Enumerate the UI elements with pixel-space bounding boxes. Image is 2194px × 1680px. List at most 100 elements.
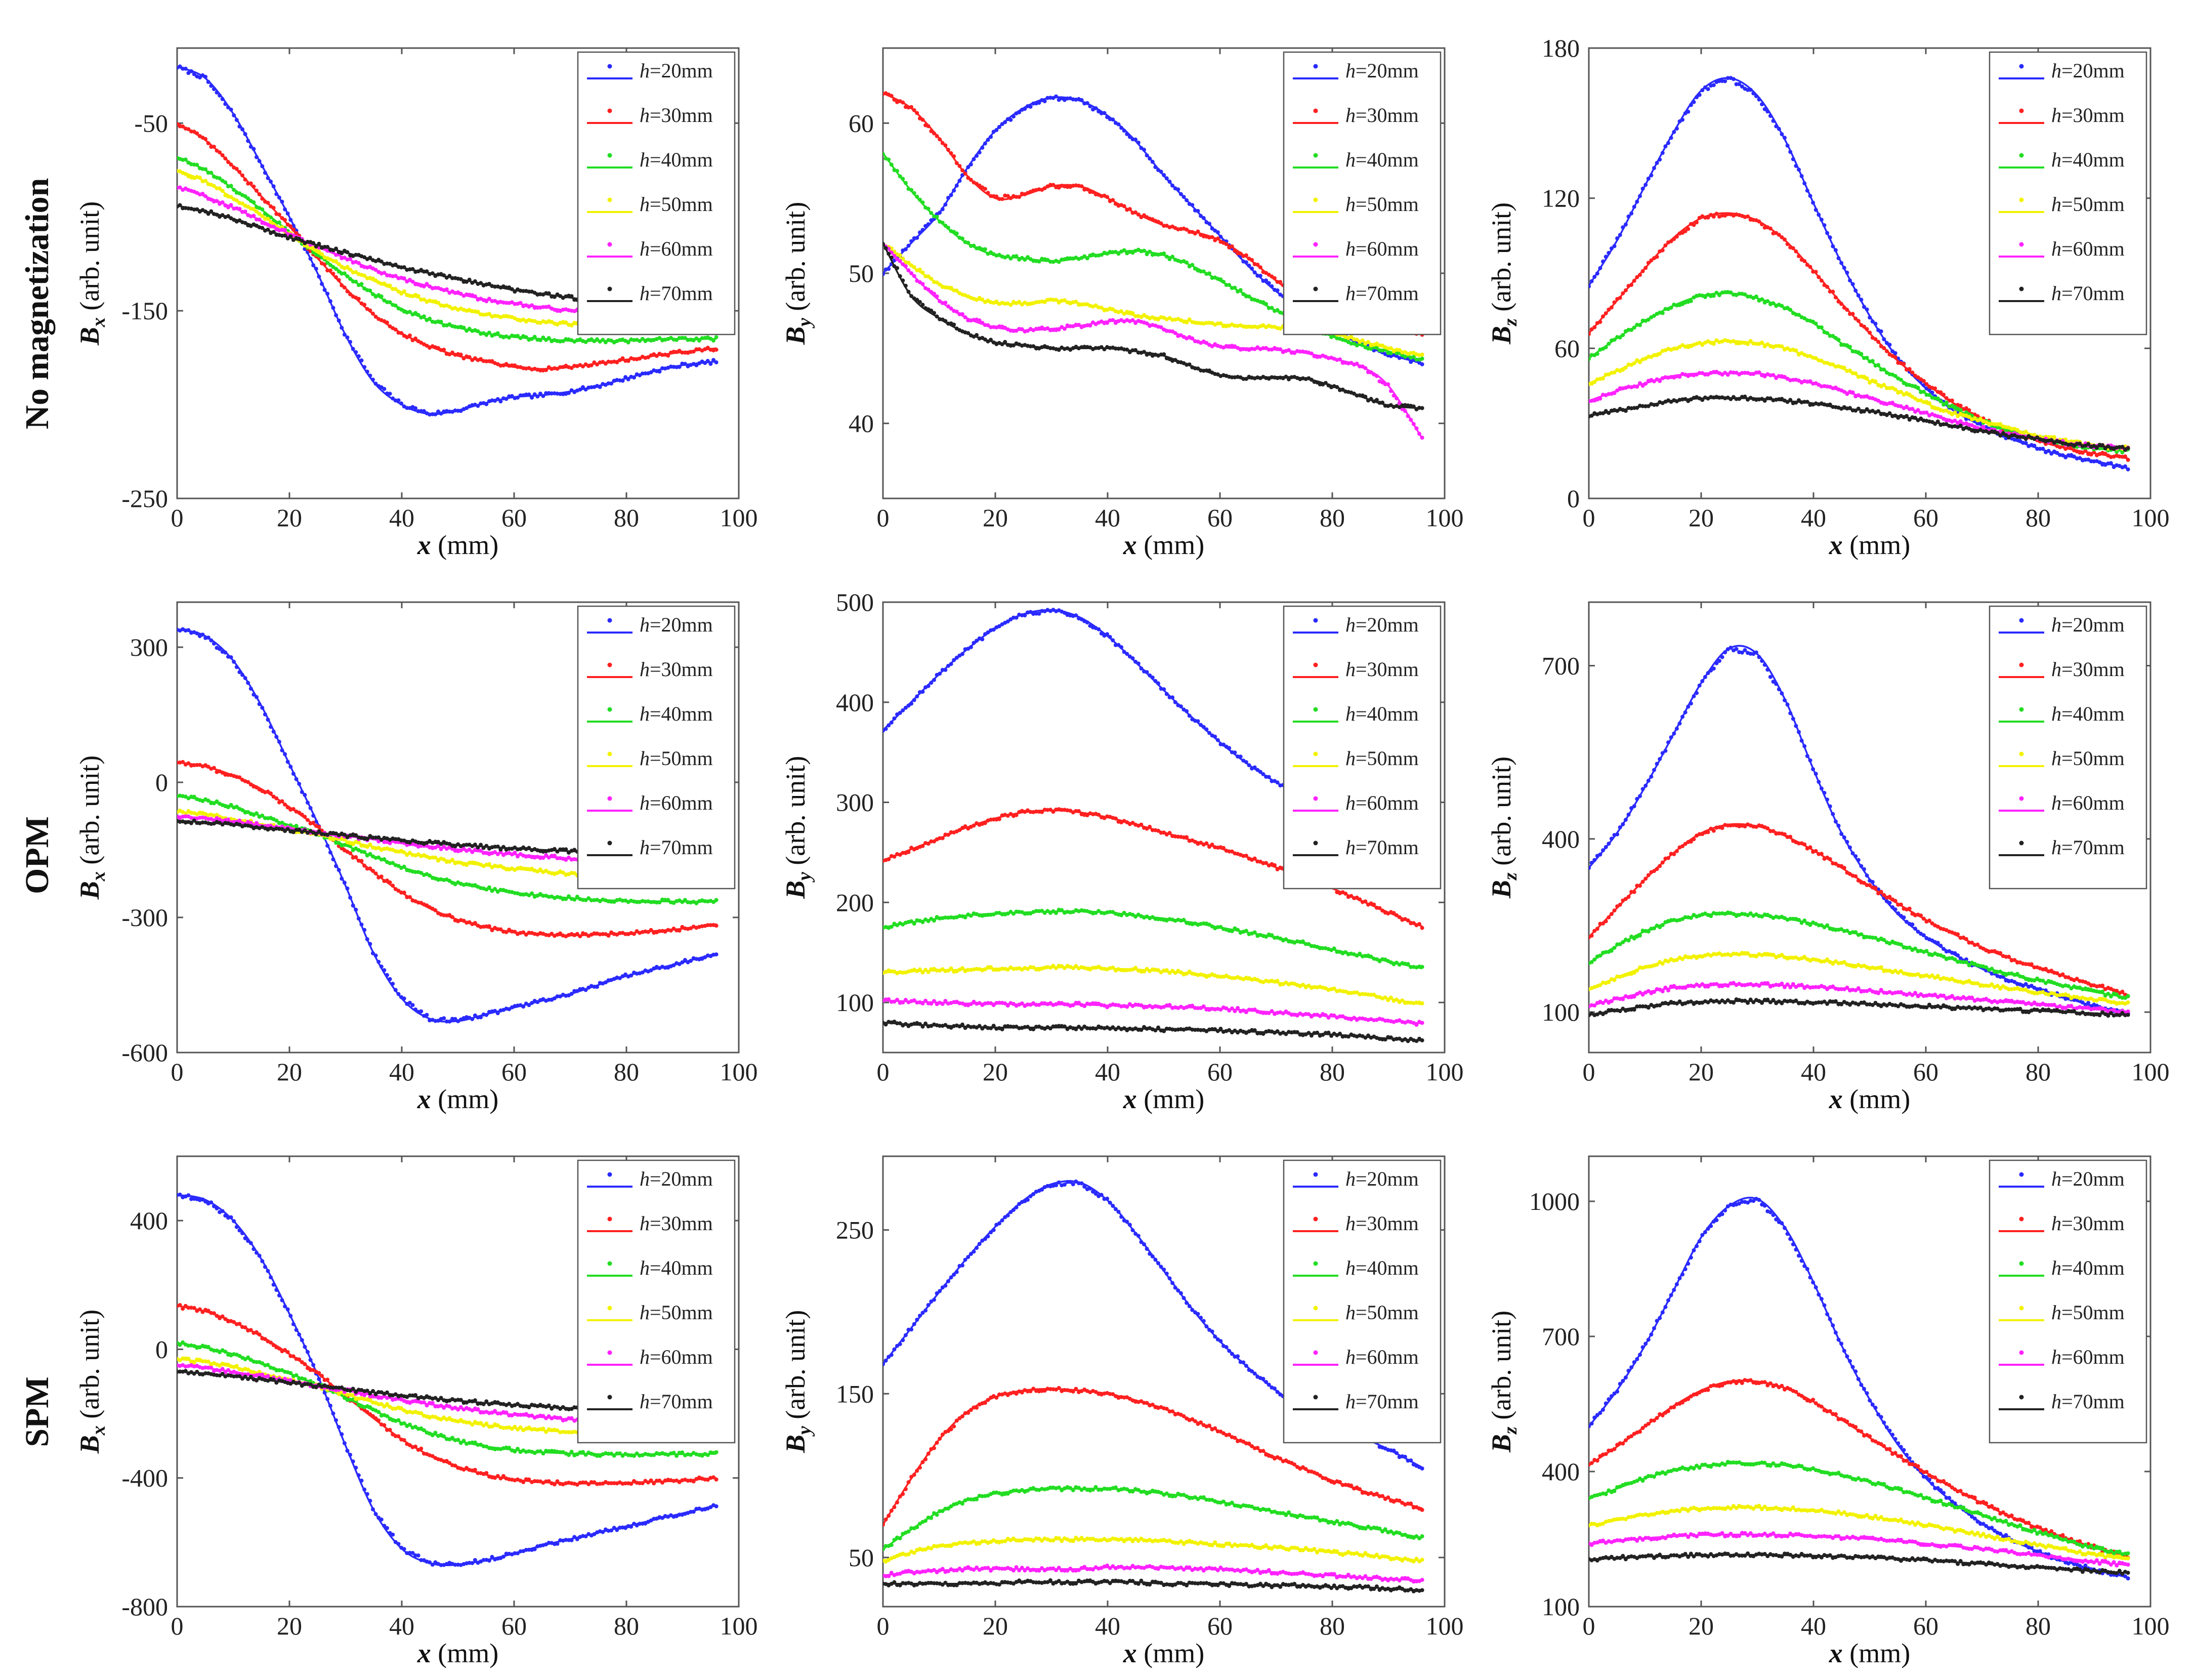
y-tick-label: -600 <box>121 1038 168 1067</box>
legend-label-var: h <box>640 836 650 859</box>
y-axis-label-unit: (arb. unit) <box>74 755 105 871</box>
legend-item: h=30mm <box>587 104 713 127</box>
y-tick-label: 40 <box>849 409 874 438</box>
legend-marker <box>2019 286 2024 291</box>
legend-label: h=50mm <box>640 193 713 216</box>
data-point <box>413 406 418 410</box>
legend-marker <box>607 153 612 158</box>
data-point <box>983 187 987 191</box>
legend-marker <box>1313 108 1318 113</box>
y-tick-label: 0 <box>155 768 168 796</box>
legend-label: h=30mm <box>1345 104 1419 127</box>
x-tick-label: 20 <box>1689 503 1714 532</box>
legend-label: h=70mm <box>640 836 713 859</box>
y-axis-label: By (arb. unit) <box>780 202 815 345</box>
x-axis-label-var: x <box>417 530 431 560</box>
legend-label-value: =50mm <box>1356 193 1419 216</box>
legend-box <box>1283 51 1442 335</box>
y-tick-label: 60 <box>849 109 874 137</box>
legend-label-value: =60mm <box>650 791 713 814</box>
legend-label: h=70mm <box>2051 282 2125 305</box>
y-axis-label-var: B <box>1486 326 1516 345</box>
x-tick-label: 100 <box>720 1058 758 1086</box>
legend-item: h=50mm <box>1293 193 1419 216</box>
data-point <box>1740 85 1744 89</box>
x-tick-label: 40 <box>1095 1058 1120 1086</box>
series-h-20mm <box>177 627 719 1024</box>
legend-label-value: =30mm <box>1356 104 1419 127</box>
legend-label-var: h <box>2051 282 2061 305</box>
y-tick-label: -150 <box>121 297 168 325</box>
legend-label: h=20mm <box>1345 59 1419 82</box>
legend-item: h=40mm <box>1999 148 2125 171</box>
legend-label-value: =50mm <box>2061 193 2125 216</box>
y-axis-label: Bx (arb. unit) <box>74 201 109 346</box>
legend-item: h=70mm <box>1293 282 1419 305</box>
data-point <box>1042 99 1047 104</box>
y-axis-label-var: B <box>780 326 811 345</box>
legend-marker <box>1313 153 1318 158</box>
data-point <box>1692 223 1696 227</box>
legend-label: h=30mm <box>640 104 713 127</box>
data-point <box>1720 213 1724 218</box>
legend-label-value: =40mm <box>2061 148 2125 171</box>
plot-area <box>1589 76 2130 472</box>
plot-area <box>883 91 1424 440</box>
legend-item: h=30mm <box>1999 104 2125 127</box>
x-tick-label: 60 <box>1913 503 1938 532</box>
series-h-20mm <box>883 94 1424 366</box>
x-tick-label: 20 <box>277 1058 302 1086</box>
legend-label: h=70mm <box>1345 282 1419 305</box>
fit-line <box>883 152 1423 361</box>
y-tick-label: 100 <box>836 988 874 1017</box>
legend-label-var: h <box>640 193 650 216</box>
x-tick-label: 100 <box>1426 503 1464 532</box>
legend-item: h=60mm <box>1999 237 2125 260</box>
y-axis-label-unit: (arb. unit) <box>780 202 811 318</box>
legend-item: h=60mm <box>587 791 713 814</box>
fit-line <box>177 794 716 903</box>
legend-marker <box>2019 197 2024 202</box>
x-tick-label: 80 <box>2026 503 2051 532</box>
data-point <box>1723 79 1727 83</box>
x-tick-label: 0 <box>171 1058 184 1086</box>
legend-label-value: =40mm <box>650 148 713 171</box>
y-tick-label: 300 <box>130 633 168 661</box>
data-point <box>407 1000 412 1005</box>
legend-marker <box>607 796 612 801</box>
fit-line <box>1589 397 2128 449</box>
fit-line <box>883 242 1422 409</box>
x-axis-label-var: x <box>1829 530 1843 560</box>
data-point <box>1711 342 1716 346</box>
legend-label-var: h <box>640 791 650 814</box>
legend-label: h=30mm <box>640 658 713 681</box>
legend-marker <box>1313 286 1318 291</box>
legend-label: h=50mm <box>1345 193 1419 216</box>
legend-label-value: =20mm <box>650 613 713 636</box>
data-point <box>388 392 392 396</box>
legend-box <box>577 51 736 335</box>
y-tick-label: 50 <box>849 259 874 287</box>
x-tick-label: 80 <box>1320 503 1345 532</box>
x-tick-label: 60 <box>501 1058 527 1086</box>
x-tick-label: 0 <box>171 503 184 532</box>
row-label-no-magnetization: No magnetization <box>19 178 56 430</box>
y-axis-label: Bx (arb. unit) <box>74 755 109 900</box>
series-h-40mm <box>177 793 719 906</box>
x-tick-label: 0 <box>1583 503 1595 532</box>
legend-label-var: h <box>1345 237 1356 260</box>
data-point <box>1711 215 1716 219</box>
legend-label-var: h <box>2051 104 2061 127</box>
y-tick-label: -300 <box>121 903 168 932</box>
data-point <box>1008 117 1013 122</box>
data-point <box>1686 227 1691 231</box>
legend-label: h=50mm <box>640 747 713 770</box>
x-tick-label: 40 <box>1801 503 1826 532</box>
x-tick-label: 0 <box>877 503 890 532</box>
legend-box <box>577 605 736 890</box>
legend-marker <box>2019 108 2024 113</box>
legend-item: h=30mm <box>587 658 713 681</box>
